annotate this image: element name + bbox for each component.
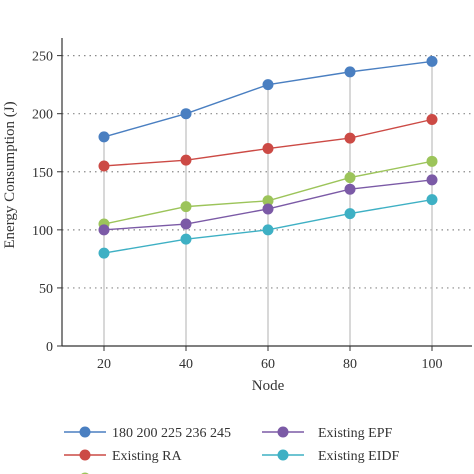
- data-point: [426, 194, 438, 206]
- legend-item: Existing EIDF: [262, 449, 399, 464]
- x-tick-label: 40: [179, 357, 193, 372]
- data-point: [426, 174, 438, 186]
- y-tick-label: 250: [32, 50, 53, 65]
- x-tick-label: 100: [422, 357, 443, 372]
- y-tick-label: 200: [32, 108, 53, 123]
- legend-swatch-marker: [277, 449, 289, 461]
- series-layer: [98, 55, 438, 259]
- data-point: [98, 160, 110, 172]
- data-point: [180, 154, 192, 166]
- data-point: [262, 195, 274, 207]
- data-point: [180, 108, 192, 120]
- data-point: [426, 155, 438, 167]
- x-tick-label: 80: [343, 357, 357, 372]
- series-3: [98, 155, 438, 230]
- series-5: [98, 194, 438, 259]
- x-axis: 20 40 60 80 100: [62, 345, 472, 372]
- data-point: [262, 203, 274, 215]
- legend-item: Existing EPF: [262, 426, 393, 441]
- data-point: [344, 183, 356, 195]
- legend-label: Existing EIDF: [318, 449, 399, 464]
- legend-label: 180 200 225 236 245: [112, 426, 231, 441]
- data-point: [98, 247, 110, 259]
- data-point: [344, 66, 356, 78]
- data-point: [344, 172, 356, 184]
- data-point: [180, 218, 192, 230]
- legend: 180 200 225 236 245 Existing RA Existing P…: [64, 426, 399, 474]
- legend-label: Existing EPF: [318, 426, 393, 441]
- data-point: [98, 131, 110, 143]
- data-point: [262, 143, 274, 155]
- y-axis-title: Energy Consumption (J): [2, 101, 18, 248]
- y-axis: 0 50 100 150 200 250: [32, 38, 63, 355]
- data-point: [262, 224, 274, 236]
- data-point: [344, 208, 356, 220]
- y-tick-label: 0: [46, 340, 53, 355]
- legend-item: 180 200 225 236 245: [64, 426, 231, 441]
- legend-swatch-marker: [277, 426, 289, 438]
- data-point: [180, 233, 192, 245]
- series-1: [98, 55, 438, 143]
- legend-swatch-marker: [79, 426, 91, 438]
- data-point: [426, 55, 438, 67]
- data-point: [344, 132, 356, 144]
- data-point: [98, 224, 110, 236]
- x-axis-title: Node: [252, 378, 285, 394]
- y-tick-label: 150: [32, 166, 53, 181]
- y-tick-label: 100: [32, 224, 53, 239]
- x-tick-label: 60: [261, 357, 275, 372]
- legend-label: Existing PPRA: [112, 472, 198, 474]
- legend-item: Existing RA: [64, 449, 183, 464]
- legend-label: Existing RA: [112, 449, 183, 464]
- series-4: [98, 174, 438, 236]
- y-tick-label: 50: [39, 282, 53, 297]
- series-2: [98, 114, 438, 172]
- data-point: [426, 114, 438, 125]
- data-point: [262, 79, 274, 91]
- data-point: [180, 201, 192, 213]
- legend-swatch-marker: [79, 449, 91, 461]
- x-tick-label: 20: [97, 357, 111, 372]
